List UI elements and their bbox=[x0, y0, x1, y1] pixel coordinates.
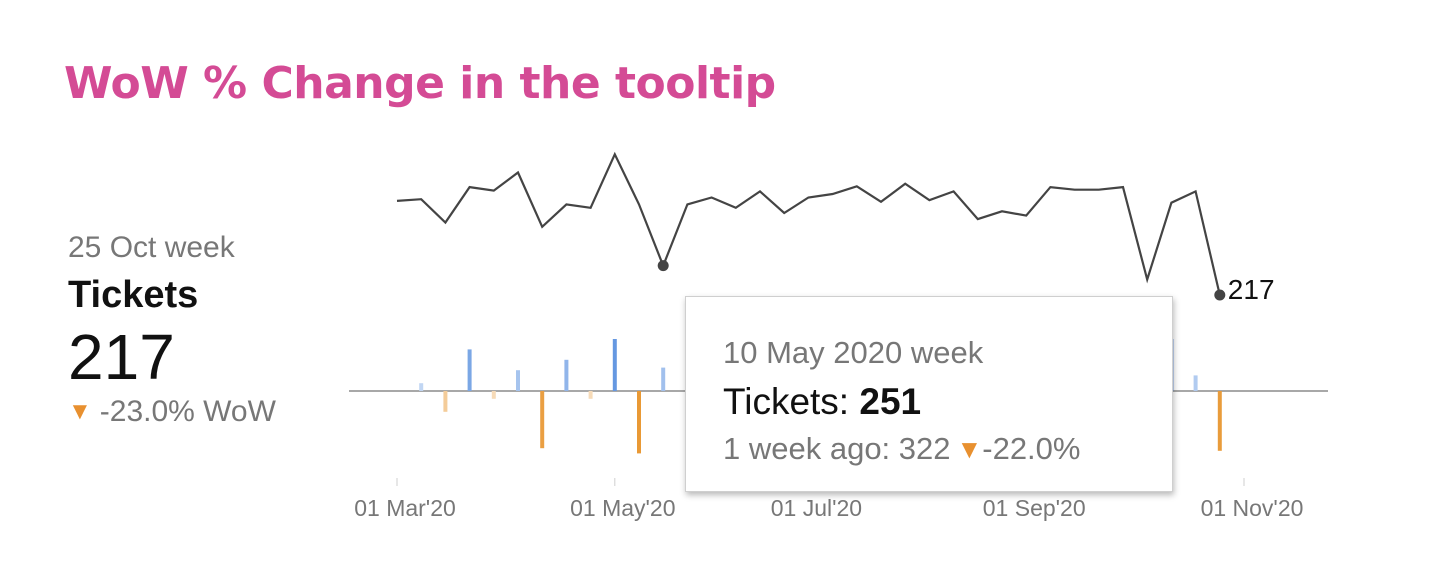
last-point-label: 217 bbox=[1228, 274, 1275, 305]
tooltip-ago-change: -22.0% bbox=[982, 431, 1081, 466]
wow-bar bbox=[467, 349, 472, 391]
wow-bar bbox=[564, 359, 569, 391]
tooltip-metric: Tickets: 251 bbox=[723, 379, 1172, 425]
tickets-line bbox=[396, 151, 1221, 296]
wow-bar bbox=[661, 367, 666, 391]
wow-bar bbox=[637, 391, 641, 454]
wow-bar bbox=[540, 391, 545, 449]
chart-headline: WoW % Change in the tooltip bbox=[64, 58, 776, 109]
kpi-metric-name: Tickets bbox=[68, 274, 199, 316]
highlight-point bbox=[657, 260, 669, 272]
x-tick-label: 01 May'20 bbox=[570, 495, 675, 521]
wow-bar bbox=[612, 339, 617, 391]
wow-bar bbox=[588, 391, 593, 399]
tooltip-metric-label: Tickets: bbox=[723, 381, 860, 422]
tooltip-ago-label: 1 week ago: 322 bbox=[723, 431, 951, 466]
tooltip-previous-week: 1 week ago: 322 ▼-22.0% bbox=[723, 431, 1172, 468]
wow-bar bbox=[1193, 375, 1198, 391]
wow-bar bbox=[443, 391, 448, 412]
tooltip-metric-value: 251 bbox=[859, 381, 922, 422]
wow-bar bbox=[516, 370, 520, 391]
x-tick-label: 01 Mar'20 bbox=[354, 495, 456, 521]
wow-bar bbox=[491, 391, 496, 399]
kpi-change-text: -23.0% WoW bbox=[99, 395, 276, 428]
kpi-week-label: 25 Oct week bbox=[68, 231, 235, 264]
x-tick-label: 01 Jul'20 bbox=[771, 495, 862, 521]
wow-bar bbox=[1217, 391, 1222, 451]
x-tick-label: 01 Sep'20 bbox=[983, 495, 1086, 521]
down-triangle-icon: ▼ bbox=[956, 434, 983, 464]
kpi-value: 217 bbox=[68, 321, 175, 393]
x-tick-label: 01 Nov'20 bbox=[1201, 495, 1304, 521]
last-point bbox=[1214, 289, 1226, 301]
down-triangle-icon: ▼ bbox=[68, 398, 92, 425]
kpi-summary: 25 Oct week Tickets 217 ▼ -23.0% WoW bbox=[68, 230, 276, 432]
wow-bar bbox=[419, 383, 424, 391]
hover-tooltip: 10 May 2020 week Tickets: 251 1 week ago… bbox=[685, 296, 1173, 492]
tooltip-week-label: 10 May 2020 week bbox=[723, 335, 984, 370]
kpi-wow-change: ▼ -23.0% WoW bbox=[68, 394, 276, 432]
